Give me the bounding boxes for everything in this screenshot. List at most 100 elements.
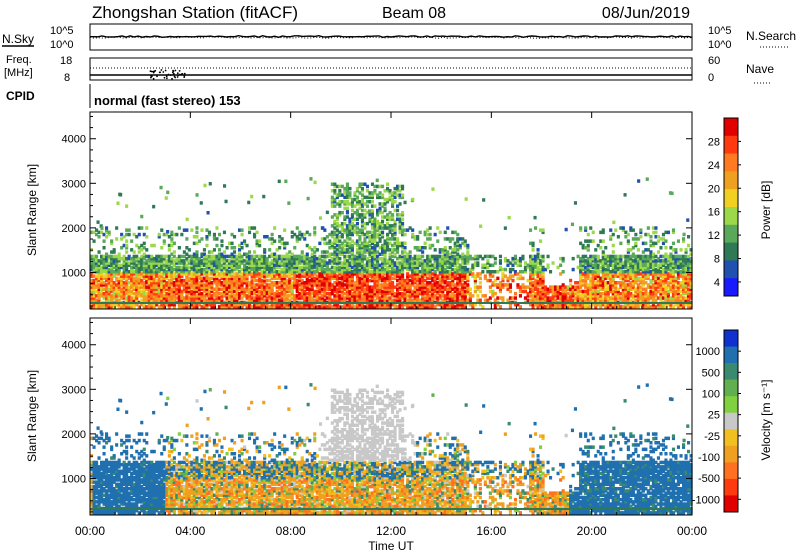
range-time-cell — [225, 278, 229, 283]
range-time-cell — [348, 221, 352, 226]
range-time-cell — [290, 252, 294, 256]
range-time-cell — [120, 274, 124, 278]
range-time-cell — [192, 272, 196, 276]
range-time-cell — [187, 296, 191, 300]
range-time-cell — [310, 274, 314, 278]
range-time-cell — [233, 259, 237, 263]
range-time-cell — [601, 239, 605, 243]
range-time-cell — [330, 204, 334, 208]
range-time-cell — [197, 263, 202, 267]
range-time-cell — [313, 302, 317, 307]
range-time-cell — [373, 250, 377, 254]
range-time-cell — [363, 221, 367, 226]
range-time-cell — [105, 252, 109, 256]
range-time-cell — [170, 276, 174, 281]
range-time-cell — [360, 189, 365, 193]
range-time-cell — [343, 217, 347, 221]
range-time-cell — [348, 263, 352, 267]
range-time-cell — [172, 272, 176, 276]
range-time-cell — [345, 195, 350, 200]
range-time-cell — [105, 265, 109, 270]
range-time-cell — [95, 256, 99, 261]
range-time-cell — [478, 285, 482, 289]
range-time-cell — [177, 305, 181, 309]
range-time-cell — [110, 267, 114, 272]
range-time-cell — [192, 276, 196, 281]
range-time-cell — [187, 283, 191, 287]
range-time-cell — [195, 267, 199, 272]
range-time-cell — [212, 265, 217, 270]
range-time-cell — [308, 232, 312, 237]
range-time-cell — [105, 298, 109, 302]
range-time-cell — [225, 272, 229, 276]
range-time-cell — [210, 294, 214, 298]
range-time-cell — [373, 248, 377, 252]
range-time-cell — [90, 294, 94, 298]
range-time-cell — [340, 232, 344, 237]
range-time-cell — [365, 259, 370, 263]
range-time-cell — [243, 252, 247, 256]
range-time-cell — [243, 241, 247, 246]
range-time-cell — [376, 267, 380, 272]
range-time-cell — [212, 287, 217, 291]
range-time-cell — [233, 263, 237, 267]
range-time-cell — [300, 250, 304, 254]
range-time-cell — [220, 259, 224, 263]
range-time-cell — [142, 296, 146, 300]
range-time-cell — [102, 239, 106, 243]
range-time-cell — [313, 272, 317, 276]
range-time-cell — [110, 270, 114, 274]
range-time-cell — [172, 289, 176, 294]
range-time-cell — [343, 298, 347, 302]
range-time-cell — [253, 256, 257, 261]
range-time-cell — [376, 210, 380, 215]
range-time-cell — [205, 272, 209, 276]
range-time-cell — [338, 281, 342, 285]
range-time-cell — [348, 193, 352, 197]
range-time-cell — [285, 283, 289, 287]
range-time-cell — [100, 278, 104, 283]
range-time-cell — [345, 272, 350, 276]
range-time-cell — [248, 267, 252, 272]
range-time-cell — [343, 250, 347, 254]
range-time-cell — [293, 294, 297, 298]
range-time-cell — [315, 248, 319, 252]
range-time-cell — [295, 285, 299, 289]
range-time-cell — [313, 305, 317, 309]
range-time-cell — [147, 281, 151, 285]
range-time-cell — [340, 224, 344, 228]
range-time-cell — [145, 248, 149, 252]
range-time-cell — [428, 232, 432, 237]
range-time-cell — [268, 305, 272, 309]
range-time-cell — [365, 250, 370, 254]
range-time-cell — [197, 270, 202, 274]
range-time-cell — [378, 272, 382, 276]
range-time-cell — [248, 261, 252, 265]
range-time-cell — [250, 296, 254, 300]
range-time-cell — [177, 246, 181, 250]
range-time-cell — [180, 270, 184, 274]
range-time-cell — [333, 298, 337, 302]
range-time-cell — [315, 296, 319, 300]
range-time-cell — [569, 278, 573, 283]
range-time-cell — [353, 193, 357, 197]
range-time-cell — [220, 265, 224, 270]
range-time-cell — [315, 265, 319, 270]
range-time-cell — [323, 254, 327, 259]
range-time-cell — [381, 261, 385, 265]
freq-panel: Freq. [MHz] 18 8 60 0 Nave — [4, 54, 774, 84]
range-time-cell — [160, 272, 164, 276]
range-time-cell — [353, 296, 357, 300]
range-time-cell — [185, 298, 189, 302]
range-time-cell — [167, 296, 171, 300]
range-time-cell — [313, 265, 317, 270]
range-time-cell — [350, 283, 355, 287]
range-time-cell — [268, 291, 272, 296]
range-time-cell — [180, 278, 184, 283]
range-time-cell — [373, 184, 377, 189]
range-time-cell — [333, 213, 337, 217]
range-time-cell — [376, 193, 380, 197]
range-time-cell — [308, 287, 312, 291]
range-time-cell — [105, 302, 109, 307]
range-time-cell — [152, 270, 156, 274]
